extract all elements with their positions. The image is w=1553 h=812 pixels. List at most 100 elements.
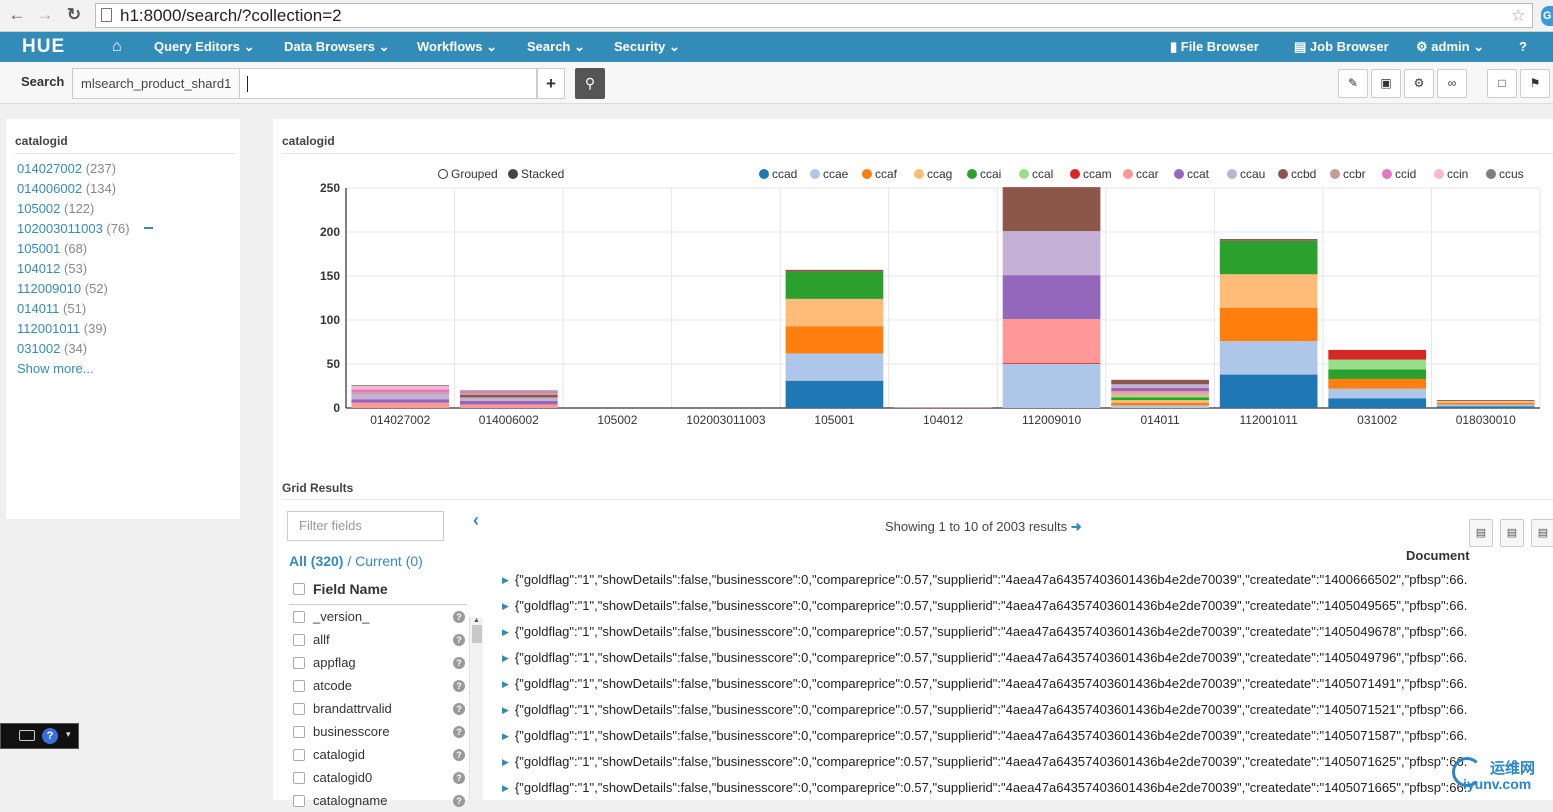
table-row[interactable]: ▶ {"goldflag":"1","showDetails":false,"bu…	[502, 674, 1468, 696]
field-info-icon[interactable]: ?	[453, 657, 465, 669]
expand-row-icon[interactable]: ▶	[502, 783, 509, 793]
facet-item[interactable]: 105002 (122)	[17, 201, 95, 216]
download-json-button[interactable]: ▤	[1531, 519, 1553, 547]
field-info-icon[interactable]: ?	[453, 772, 465, 784]
scroll-thumb[interactable]	[472, 625, 482, 643]
legend-item-ccus[interactable]: ccus	[1486, 167, 1524, 181]
field-checkbox[interactable]	[293, 749, 305, 761]
field-row[interactable]: allf?	[289, 631, 469, 651]
legend-item-ccbr[interactable]: ccbr	[1330, 167, 1366, 181]
field-row[interactable]: catalogid0?	[289, 769, 469, 789]
download-csv-button[interactable]: ▤	[1469, 519, 1493, 547]
field-row[interactable]: appflag?	[289, 654, 469, 674]
next-page-arrow-icon[interactable]: ➜	[1070, 519, 1082, 534]
legend-item-ccag[interactable]: ccag	[914, 167, 952, 181]
select-all-checkbox[interactable]	[293, 583, 305, 595]
legend-item-ccar[interactable]: ccar	[1123, 167, 1159, 181]
table-row[interactable]: ▶ {"goldflag":"1","showDetails":false,"bu…	[502, 752, 1468, 774]
table-row[interactable]: ▶ {"goldflag":"1","showDetails":false,"bu…	[502, 648, 1468, 670]
expand-row-icon[interactable]: ▶	[502, 679, 509, 689]
field-checkbox[interactable]	[293, 634, 305, 646]
help-circle-icon[interactable]: ?	[42, 728, 58, 744]
field-info-icon[interactable]: ?	[453, 634, 465, 646]
table-row[interactable]: ▶ {"goldflag":"1","showDetails":false,"bu…	[502, 726, 1468, 748]
nav-data-browsers[interactable]: Data Browsers ⌄	[284, 39, 390, 54]
expand-row-icon[interactable]: ▶	[502, 601, 509, 611]
filter-fields-input[interactable]: Filter fields	[287, 511, 444, 541]
field-checkbox[interactable]	[293, 726, 305, 738]
legend-item-ccaf[interactable]: ccaf	[862, 167, 897, 181]
show-more-link[interactable]: Show more...	[17, 361, 94, 376]
all-fields-tab[interactable]: All (320)	[289, 553, 344, 569]
expand-row-icon[interactable]: ▶	[502, 575, 509, 585]
expand-row-icon[interactable]: ▶	[502, 731, 509, 741]
back-arrow-icon[interactable]: ←	[8, 5, 26, 24]
nav-file-browser[interactable]: ▮ File Browser	[1170, 39, 1259, 54]
home-icon[interactable]: ⌂	[112, 38, 122, 55]
field-info-icon[interactable]: ?	[453, 611, 465, 623]
field-info-icon[interactable]: ?	[453, 703, 465, 715]
nav-job-browser[interactable]: ▤ Job Browser	[1294, 39, 1389, 54]
edit-button[interactable]: ✎	[1338, 69, 1368, 98]
field-row[interactable]: catalogid?	[289, 746, 469, 766]
nav-admin[interactable]: ⚙ admin ⌄	[1416, 39, 1485, 54]
download-xls-button[interactable]: ▤	[1500, 519, 1524, 547]
collapse-chevron-icon[interactable]: ‹	[473, 510, 479, 530]
nav-workflows[interactable]: Workflows ⌄	[417, 39, 498, 54]
table-row[interactable]: ▶ {"goldflag":"1","showDetails":false,"bu…	[502, 700, 1468, 722]
nav-query-editors[interactable]: Query Editors ⌄	[154, 39, 255, 54]
table-row[interactable]: ▶ {"goldflag":"1","showDetails":false,"bu…	[502, 596, 1468, 618]
field-info-icon[interactable]: ?	[453, 726, 465, 738]
stacked-toggle[interactable]: Stacked	[508, 167, 564, 181]
facet-item[interactable]: 112001011 (39)	[17, 321, 107, 336]
nav-security[interactable]: Security ⌄	[614, 39, 680, 54]
legend-item-ccai[interactable]: ccai	[967, 167, 1001, 181]
keyboard-icon[interactable]	[19, 730, 35, 741]
table-row[interactable]: ▶ {"goldflag":"1","showDetails":false,"bu…	[502, 778, 1468, 800]
table-row[interactable]: ▶ {"goldflag":"1","showDetails":false,"bu…	[502, 622, 1468, 644]
facet-item[interactable]: 112009010 (52)	[17, 281, 108, 296]
field-info-icon[interactable]: ?	[453, 680, 465, 692]
new-document-button[interactable]: □	[1487, 69, 1517, 98]
field-checkbox[interactable]	[293, 795, 305, 807]
legend-item-ccam[interactable]: ccam	[1070, 167, 1112, 181]
legend-item-ccat[interactable]: ccat	[1174, 167, 1209, 181]
field-row[interactable]: atcode?	[289, 677, 469, 697]
field-info-icon[interactable]: ?	[453, 795, 465, 807]
settings-button[interactable]: ⚙	[1404, 69, 1434, 98]
field-checkbox[interactable]	[293, 611, 305, 623]
help-icon[interactable]: ?	[1519, 39, 1527, 54]
legend-item-ccid[interactable]: ccid	[1382, 167, 1416, 181]
facet-item[interactable]: 104012 (53)	[17, 261, 88, 276]
reload-icon[interactable]: ↻	[66, 5, 82, 24]
ime-toolbar[interactable]: ? ▾	[0, 723, 79, 749]
field-info-icon[interactable]: ?	[453, 749, 465, 761]
field-list-scrollbar[interactable]: ▲	[469, 617, 483, 800]
tags-button[interactable]: ⚑	[1520, 69, 1550, 98]
expand-row-icon[interactable]: ▶	[502, 705, 509, 715]
facet-item[interactable]: 014011 (51)	[17, 301, 87, 316]
legend-item-ccbd[interactable]: ccbd	[1278, 167, 1316, 181]
current-fields-tab[interactable]: Current (0)	[355, 553, 423, 569]
legend-item-ccau[interactable]: ccau	[1227, 167, 1265, 181]
facet-item-selected[interactable]: 102003011003 (76)	[17, 221, 153, 236]
field-row[interactable]: brandattrvalid?	[289, 700, 469, 720]
legend-item-ccae[interactable]: ccae	[810, 167, 848, 181]
field-checkbox[interactable]	[293, 657, 305, 669]
field-checkbox[interactable]	[293, 703, 305, 715]
nav-search[interactable]: Search ⌄	[527, 39, 585, 54]
forward-arrow-icon[interactable]: →	[36, 5, 54, 24]
table-row[interactable]: ▶ {"goldflag":"1","showDetails":false,"bu…	[502, 570, 1468, 592]
facet-item[interactable]: 031002 (34)	[17, 341, 88, 356]
legend-item-ccal[interactable]: ccal	[1019, 167, 1053, 181]
legend-item-ccad[interactable]: ccad	[759, 167, 797, 181]
facet-item[interactable]: 014027002 (237)	[17, 161, 117, 176]
extension-icon[interactable]: G	[1541, 6, 1553, 26]
field-row[interactable]: businesscore?	[289, 723, 469, 743]
field-row[interactable]: catalogname?	[289, 792, 469, 812]
dropdown-icon[interactable]: ▾	[66, 729, 71, 739]
remove-filter-icon[interactable]	[143, 227, 153, 229]
field-checkbox[interactable]	[293, 680, 305, 692]
expand-row-icon[interactable]: ▶	[502, 757, 509, 767]
field-checkbox[interactable]	[293, 772, 305, 784]
